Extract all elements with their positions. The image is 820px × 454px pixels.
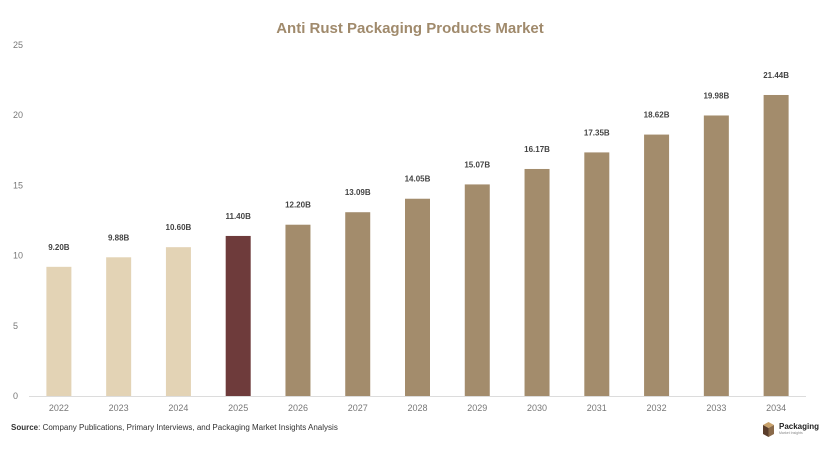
box-logo-icon	[763, 422, 774, 437]
bar-2024	[165, 247, 191, 396]
y-tick-label: 15	[13, 180, 23, 190]
data-label-2024: 10.60B	[166, 223, 192, 232]
data-label-2022: 9.20B	[48, 243, 70, 252]
x-tick-label-2031: 2031	[587, 403, 607, 413]
x-tick-label-2027: 2027	[348, 403, 368, 413]
data-label-2030: 16.17B	[524, 145, 550, 154]
source-text: : Company Publications, Primary Intervie…	[38, 423, 338, 432]
data-label-2029: 15.07B	[464, 160, 490, 169]
bar-2028	[405, 198, 430, 396]
x-tick-label-2028: 2028	[407, 403, 427, 413]
x-tick-label-2030: 2030	[527, 403, 547, 413]
bar-2027	[345, 212, 371, 396]
y-axis: 0 5 10 15 20 25	[13, 40, 23, 401]
x-tick-label-2022: 2022	[49, 403, 69, 413]
bar-2034	[763, 94, 789, 397]
data-label-2025: 11.40B	[226, 212, 252, 221]
bar-2031	[584, 152, 610, 396]
bar-2032	[644, 134, 670, 396]
bar-2026	[285, 224, 311, 396]
y-tick-label: 25	[13, 40, 23, 50]
y-tick-label: 10	[13, 251, 23, 261]
x-tick-label-2029: 2029	[467, 403, 487, 413]
bar-2033	[703, 115, 729, 396]
bar-2022	[46, 266, 72, 396]
bar-2023	[106, 257, 132, 396]
bars: 9.20B 9.88B 10.60B 11.40B 12.20B 13.09B 14.05B…	[46, 71, 789, 397]
x-axis: 2022 2023 2024 2025 2026 2027 2028 2029 2030 2031…	[29, 396, 806, 413]
data-label-2028: 14.05B	[405, 175, 431, 184]
y-tick-label: 20	[13, 110, 23, 120]
data-label-2033: 19.98B	[703, 91, 729, 100]
source-note: Source: Company Publications, Primary In…	[11, 423, 338, 432]
x-tick-label-2033: 2033	[706, 403, 726, 413]
data-label-2032: 18.62B	[644, 111, 670, 120]
data-label-2027: 13.09B	[345, 188, 371, 197]
x-tick-label-2025: 2025	[228, 403, 248, 413]
packaging-logo: Packaging Market Insights	[762, 421, 819, 438]
bar-2030	[524, 168, 550, 396]
chart-title: Anti Rust Packaging Products Market	[276, 20, 544, 37]
logo-sub-text: Market Insights	[779, 431, 803, 436]
data-label-2026: 12.20B	[285, 201, 311, 210]
x-tick-label-2032: 2032	[647, 403, 667, 413]
data-label-2034: 21.44B	[763, 71, 789, 80]
y-tick-label: 5	[13, 321, 18, 331]
y-tick-label: 0	[13, 391, 18, 401]
x-tick-label-2034: 2034	[766, 403, 786, 413]
x-tick-label-2024: 2024	[168, 403, 188, 413]
logo-main-text: Packaging	[779, 422, 820, 432]
x-tick-label-2023: 2023	[109, 403, 129, 413]
bar-2025	[225, 235, 251, 396]
data-label-2023: 9.88B	[108, 233, 130, 242]
bar-2029	[464, 184, 490, 396]
x-tick-label-2026: 2026	[288, 403, 308, 413]
source-label: Source	[11, 423, 39, 432]
data-label-2031: 17.35B	[584, 128, 610, 137]
